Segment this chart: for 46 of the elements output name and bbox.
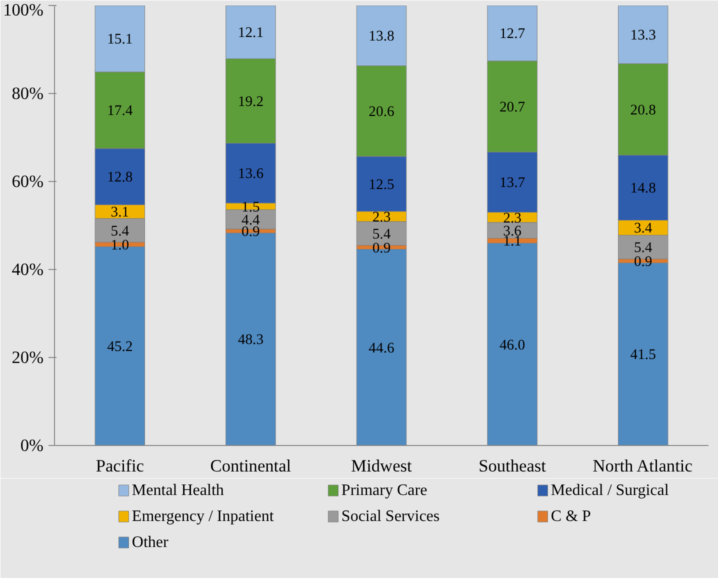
data-label: 0.9 [634,254,652,270]
data-label: 15.1 [107,32,133,48]
data-label: 14.8 [630,180,656,197]
data-label: 2.3 [503,210,522,226]
legend-label: Other [132,534,170,551]
legend-label: Social Services [341,508,440,525]
data-label: 12.7 [499,26,526,42]
legend-label: Primary Care [341,482,428,499]
data-label: 20.7 [499,99,526,116]
data-label: 19.2 [238,94,264,110]
data-label: 3.1 [110,204,130,221]
data-label: 46.0 [499,337,526,354]
data-label: 5.4 [634,240,653,256]
y-tick-label: 60% [12,172,44,191]
data-label: 3.4 [634,220,653,237]
legend-label: Mental Health [132,482,224,499]
x-tick-label: North Atlantic [592,456,693,476]
data-label: 41.5 [630,347,656,364]
data-label: 12.8 [107,170,133,186]
data-label: 45.2 [107,339,133,356]
data-label: 20.8 [630,102,656,118]
data-label: 13.7 [499,175,526,192]
data-label: 2.3 [372,209,391,226]
data-label: 12.1 [238,25,264,42]
data-label: 5.4 [110,223,130,240]
data-label: 48.3 [238,332,264,348]
y-tick-label: 40% [12,260,44,279]
x-tick-label: Pacific [96,456,144,476]
x-tick-label: Midwest [351,456,412,476]
x-tick-label: Southeast [478,456,546,476]
y-tick-label: 20% [12,348,44,367]
legend-label: Emergency / Inpatient [132,508,274,525]
legend-label: Medical / Surgical [550,482,670,499]
data-label: 13.8 [368,28,394,44]
data-label: 13.3 [630,27,656,44]
y-tick-label: 80% [12,84,44,103]
data-label: 5.4 [372,226,392,242]
data-label: 12.5 [368,176,394,193]
x-tick-label: Continental [210,456,292,476]
data-label: 44.6 [368,340,394,356]
legend-label: C & P [550,508,592,525]
y-tick-label: 0% [20,436,44,455]
data-label: 17.4 [107,103,134,120]
y-tick-label: 100% [3,0,44,20]
data-label: 13.6 [238,166,264,182]
data-label: 20.6 [368,104,394,120]
